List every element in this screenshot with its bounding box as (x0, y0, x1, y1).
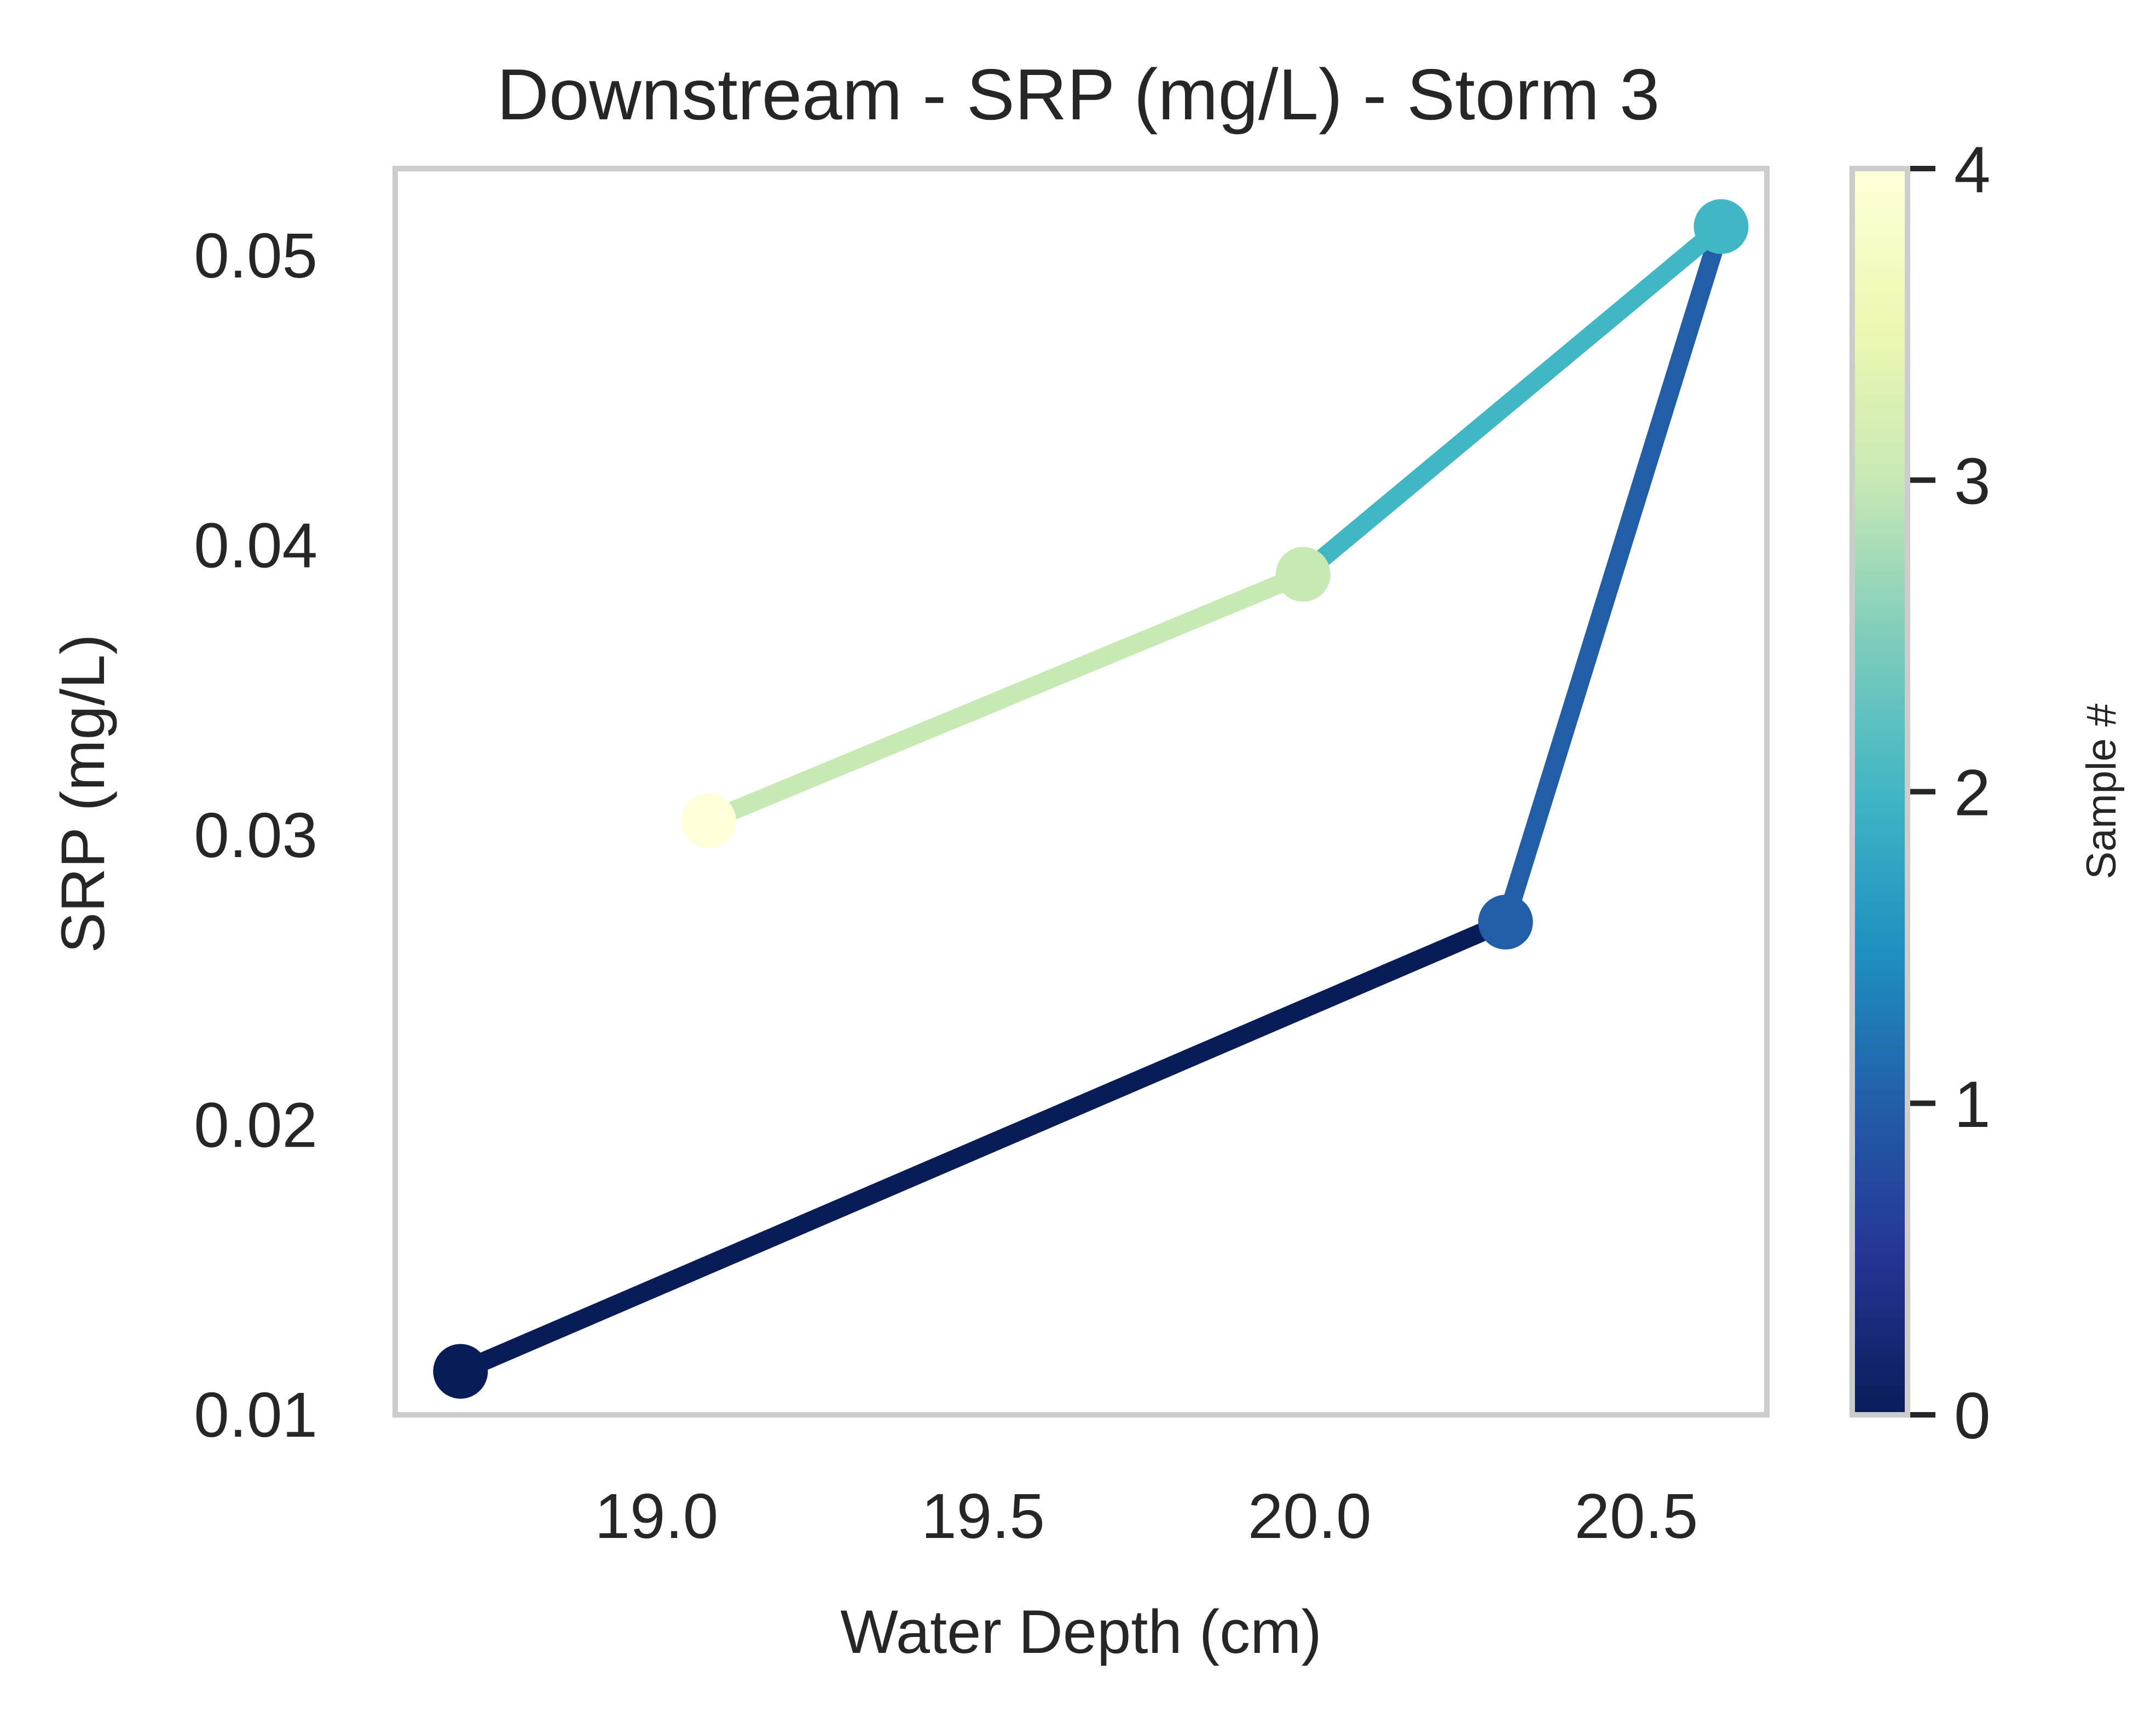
series-segment (456, 913, 1510, 1380)
colorbar-tick-label: 4 (1954, 133, 1991, 206)
colorbar-tick-label: 0 (1954, 1379, 1991, 1453)
series-segment (1496, 223, 1730, 925)
data-point (1275, 547, 1331, 602)
y-tick-label: 0.01 (194, 1379, 317, 1450)
y-axis-ticks: 0.01 0.02 0.03 0.04 0.05 (194, 220, 317, 1450)
colorbar (1849, 166, 1910, 1418)
x-axis-ticks: 19.0 19.5 20.0 20.5 (594, 1480, 1698, 1552)
data-points (433, 199, 1749, 1399)
x-tick-label: 19.5 (921, 1480, 1045, 1552)
y-axis-label: SRP (mg/L) (49, 634, 117, 953)
series-segment (1297, 219, 1727, 582)
chart-title: Downstream - SRP (mg/L) - Storm 3 (497, 54, 1660, 135)
x-tick-label: 20.0 (1248, 1480, 1372, 1552)
series-segment (705, 565, 1307, 830)
x-tick-label: 20.5 (1574, 1480, 1698, 1552)
data-point (1693, 199, 1749, 254)
x-axis-label: Water Depth (cm) (840, 1598, 1322, 1666)
colorbar-tick-label: 3 (1954, 444, 1991, 518)
y-tick-label: 0.04 (194, 510, 317, 581)
x-tick-label: 19.0 (594, 1480, 718, 1552)
data-point (433, 1344, 488, 1399)
data-point (681, 793, 736, 848)
data-point (1478, 894, 1533, 950)
colorbar-tick-label: 2 (1954, 756, 1991, 830)
y-tick-label: 0.05 (194, 220, 317, 291)
colorbar-ticks: 0 1 2 3 4 (1910, 133, 1991, 1453)
series-lines (456, 219, 1730, 1380)
colorbar-tick-label: 1 (1954, 1068, 1991, 1141)
y-tick-label: 0.02 (194, 1089, 317, 1160)
colorbar-label: Sample # (2078, 703, 2125, 879)
y-tick-label: 0.03 (194, 800, 317, 871)
